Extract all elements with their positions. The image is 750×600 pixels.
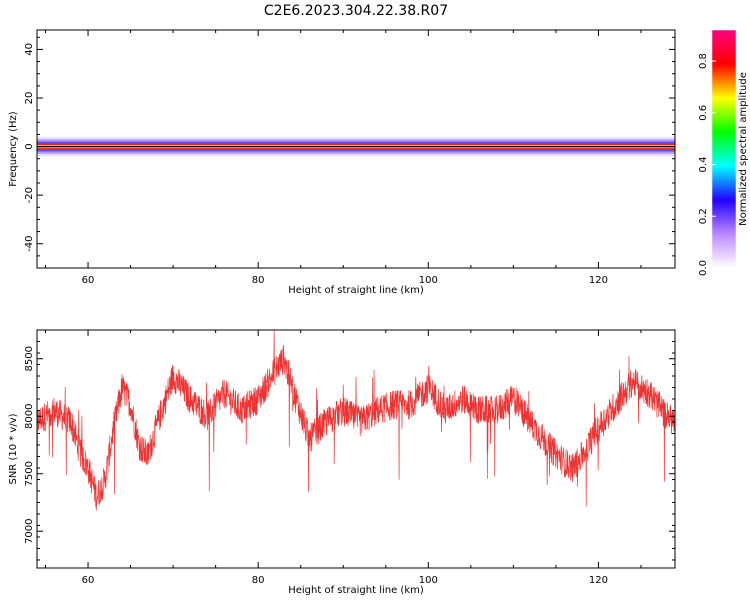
colorbar-frame xyxy=(711,29,737,269)
spectrogram-panel: 60 80 100 120 -40 -20 0 20 40 Height of straight… xyxy=(8,29,676,296)
colorbar: 0.0 0.2 0.4 0.6 0.8 Normalized spectral ampl… xyxy=(698,29,749,276)
snr-ytick-label: 8500 xyxy=(24,346,35,371)
snr-panel: 60 80 100 120 7000 7500 8000 8500 Height of str… xyxy=(8,329,676,596)
spectrogram-ytick-label: 40 xyxy=(24,43,35,56)
snr-xtick-label: 120 xyxy=(589,575,608,586)
colorbar-tick-label: 0.6 xyxy=(698,105,709,121)
spectrogram-xlabel: Height of straight line (km) xyxy=(288,285,424,296)
spectrogram-ytick-label: 20 xyxy=(24,92,35,105)
spectrogram-ytick-label: -40 xyxy=(24,236,35,252)
spectrogram-xtick-label: 60 xyxy=(82,275,95,286)
spectrogram-xtick-label: 120 xyxy=(589,275,608,286)
spectrogram-ytick-label: -20 xyxy=(24,187,35,203)
colorbar-tick-label: 0.2 xyxy=(698,208,709,224)
snr-xtick-label: 100 xyxy=(419,575,438,586)
snr-ytick-label: 8000 xyxy=(24,404,35,429)
snr-series-line xyxy=(37,330,675,511)
colorbar-label: Normalized spectral amplitude xyxy=(738,72,749,226)
figure-title: C2E6.2023.304.22.38.R07 xyxy=(264,3,448,19)
spectral-band-ridge-edge xyxy=(37,145,675,147)
snr-ytick-label: 7000 xyxy=(24,518,35,543)
spectrogram-xtick-label: 100 xyxy=(419,275,438,286)
snr-xlabel: Height of straight line (km) xyxy=(288,585,424,596)
snr-xtick-label: 60 xyxy=(82,575,95,586)
spectrogram-ytick-label: 0 xyxy=(24,143,35,149)
colorbar-tick-label: 0.0 xyxy=(698,260,709,276)
snr-axes-frame xyxy=(36,329,676,569)
colorbar-tick-label: 0.8 xyxy=(698,53,709,69)
snr-ylabel: SNR (10 * v/v) xyxy=(8,413,19,484)
spectral-band-ridge-edge xyxy=(37,147,675,149)
spectrogram-xtick-label: 80 xyxy=(252,275,265,286)
spectrogram-axes-frame xyxy=(36,29,676,269)
spectrogram-ylabel: Frequency (Hz) xyxy=(8,111,19,187)
snr-ytick-label: 7500 xyxy=(24,461,35,486)
snr-xtick-label: 80 xyxy=(252,575,265,586)
colorbar-tick-label: 0.4 xyxy=(698,157,709,173)
